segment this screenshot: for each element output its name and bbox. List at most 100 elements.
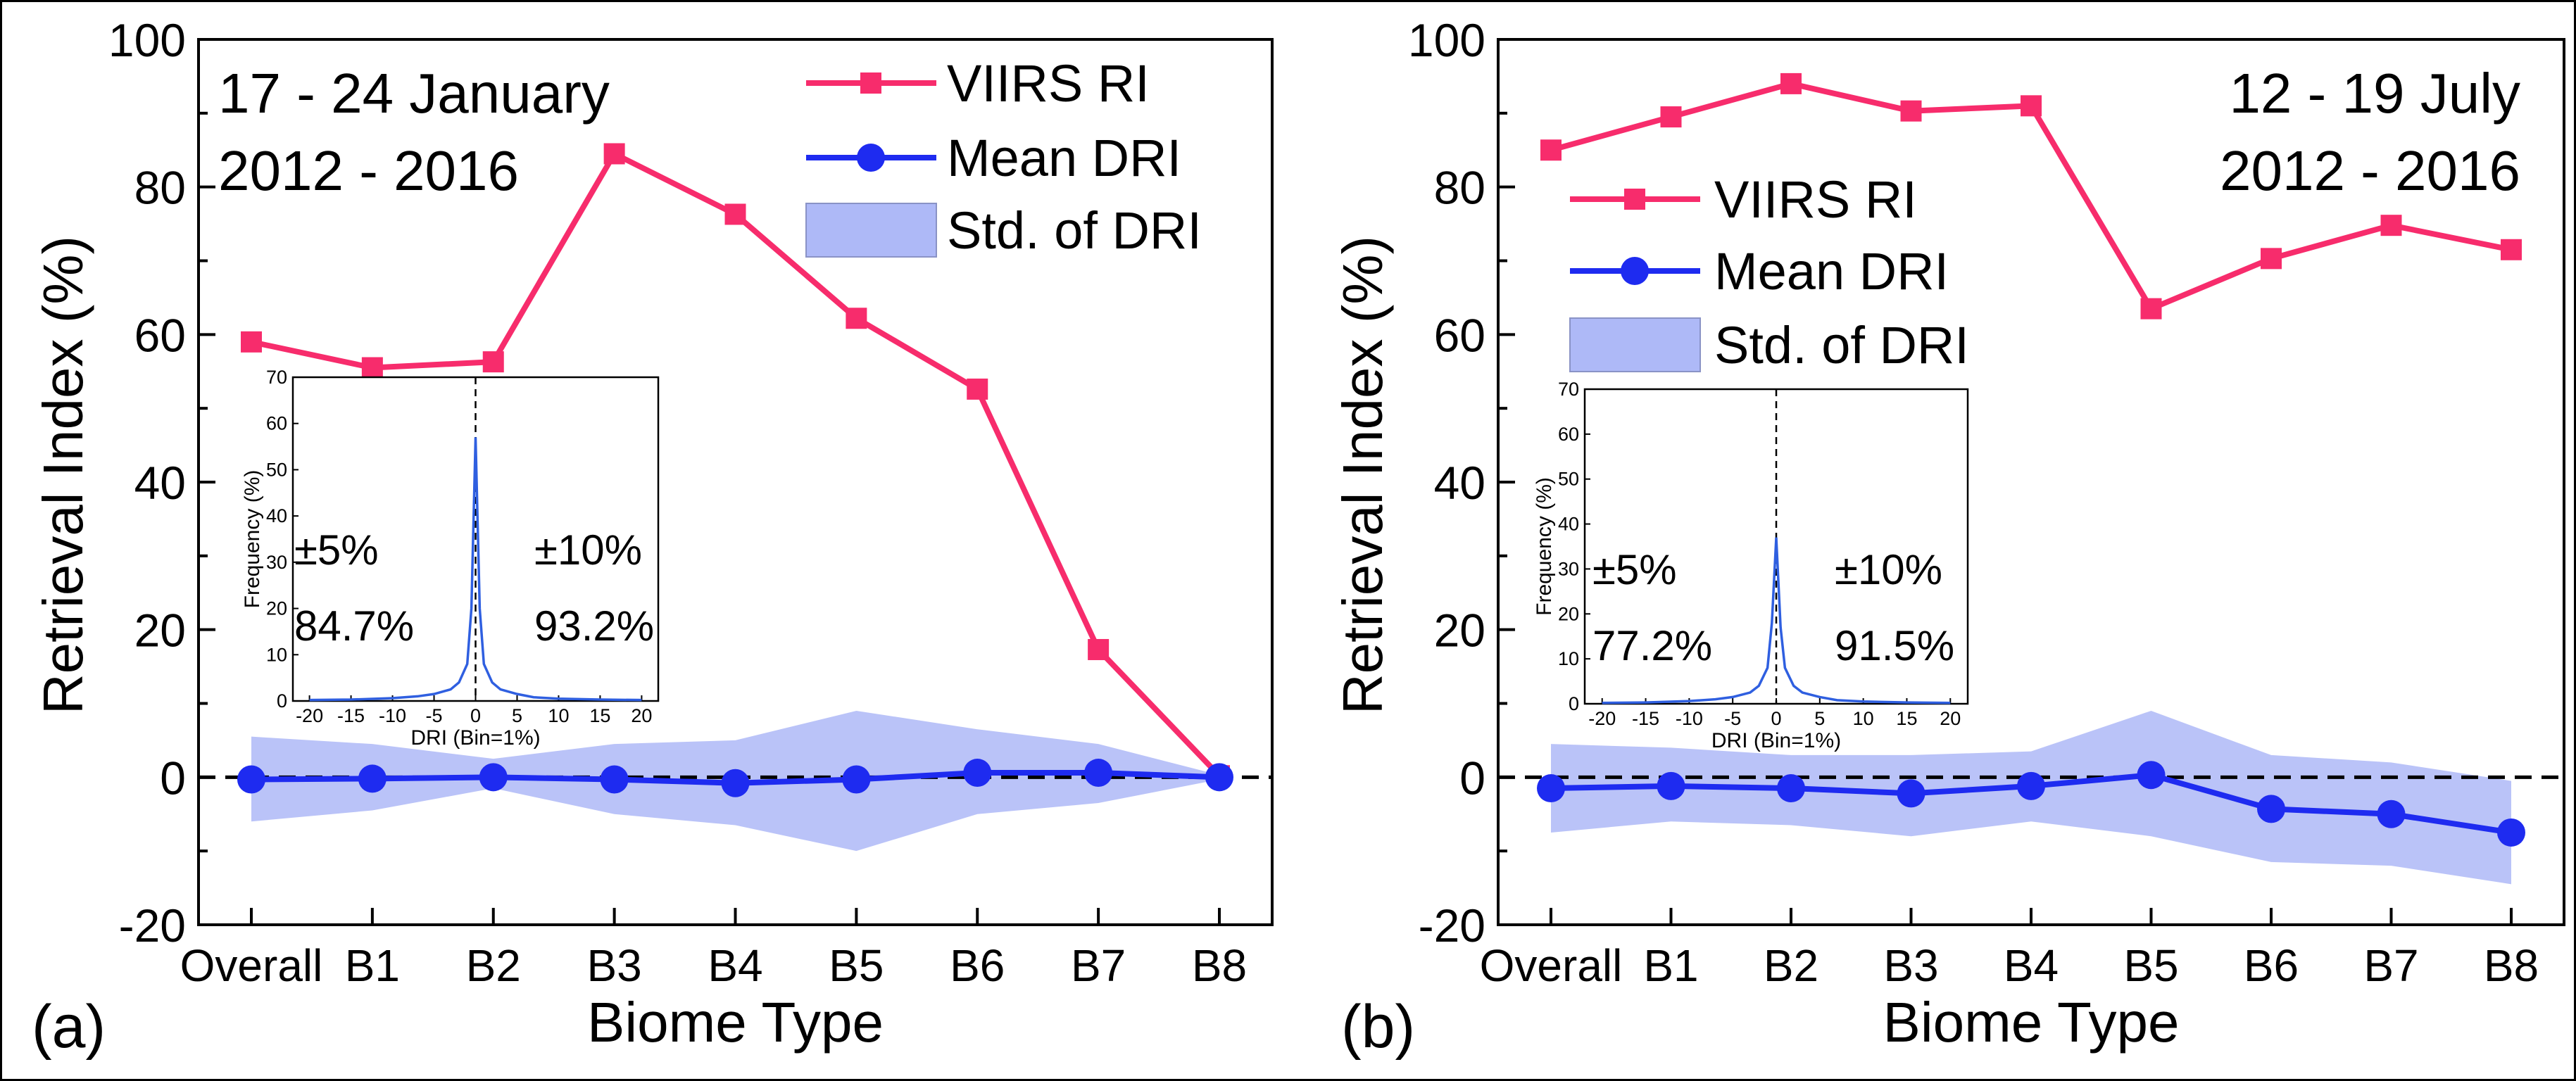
inset-y-tick-label: 40 xyxy=(1558,514,1579,535)
inset-y-tick-label: 10 xyxy=(1558,648,1579,669)
x-tick-label: B6 xyxy=(950,940,1005,991)
mean-dri-point xyxy=(1205,763,1233,792)
mean-dri-point xyxy=(358,764,387,793)
inset-y-axis-title: Frequency (%) xyxy=(241,470,264,609)
y-tick-label: 20 xyxy=(134,605,186,657)
x-axis-title: Biome Type xyxy=(1883,991,2180,1054)
legend-label-mean-dri: Mean DRI xyxy=(1714,242,1949,301)
inset-x-tick-label: 5 xyxy=(512,705,522,726)
x-tick-label: B1 xyxy=(1643,940,1698,991)
x-tick-label: B5 xyxy=(2123,940,2178,991)
inset-y-tick-label: 50 xyxy=(266,459,287,480)
inset-x-tick-label: 10 xyxy=(548,705,569,726)
mean-dri-point xyxy=(2017,771,2045,800)
inset-label-5pct: ±5% xyxy=(1592,546,1677,593)
mean-dri-point xyxy=(2257,795,2285,823)
viirs-ri-point xyxy=(1900,100,1922,122)
inset-distribution-line xyxy=(309,437,642,702)
inset-y-tick-label: 70 xyxy=(266,367,287,388)
legend-swatch-std xyxy=(805,203,937,258)
inset-histogram: 0 10 20 30 40 50 60 70 -20 -15 -10 -5 0 5 10 15 20 DRI (B… xyxy=(241,367,660,750)
legend-marker-mean-dri xyxy=(1621,257,1649,285)
inset-value-10pct: 93.2% xyxy=(534,602,654,650)
inset-x-tick-label: 15 xyxy=(1896,708,1917,729)
mean-dri-point xyxy=(479,763,508,792)
inset-y-tick-label: 50 xyxy=(1558,469,1579,490)
x-tick-label: B6 xyxy=(2244,940,2299,991)
inset-y-tick-label: 20 xyxy=(1558,603,1579,624)
viirs-ri-point xyxy=(1540,139,1562,161)
viirs-ri-point xyxy=(2021,95,2042,117)
inset-y-tick-label: 60 xyxy=(266,413,287,434)
inset-x-tick-label: -15 xyxy=(337,705,365,726)
inset-x-tick-label: 0 xyxy=(470,705,481,726)
inset-x-tick-label: 20 xyxy=(1940,708,1961,729)
legend-swatch-std xyxy=(1569,317,1701,372)
y-tick-label: 40 xyxy=(134,457,186,509)
x-tick-label: B4 xyxy=(708,940,762,991)
x-tick-label: B7 xyxy=(1071,940,1126,991)
inset-y-tick-label: 30 xyxy=(266,552,287,573)
x-tick-label: B4 xyxy=(2004,940,2059,991)
y-tick-label: 0 xyxy=(160,752,186,804)
inset-y-axis-title: Frequency (%) xyxy=(1533,477,1556,616)
panel-title-years: 2012 - 2016 xyxy=(2220,139,2520,202)
y-tick-label: -20 xyxy=(119,899,186,952)
y-tick-label: 80 xyxy=(134,162,186,214)
legend-label-std: Std. of DRI xyxy=(947,201,1202,260)
inset-x-tick-label: -20 xyxy=(1588,708,1616,729)
y-tick-label: 40 xyxy=(1434,457,1485,509)
inset-y-tick-label: 0 xyxy=(1569,693,1579,714)
mean-dri-point xyxy=(1657,771,1685,800)
mean-dri-point xyxy=(600,765,629,794)
y-tick-label: 100 xyxy=(1408,14,1485,66)
panel-label: (a) xyxy=(32,993,106,1061)
mean-dri-point xyxy=(1777,774,1805,803)
x-tick-label: Overall xyxy=(1480,940,1623,991)
inset-value-5pct: 84.7% xyxy=(294,602,414,650)
x-axis-title: Biome Type xyxy=(587,991,884,1054)
panel-title-years: 2012 - 2016 xyxy=(218,139,519,202)
inset-x-tick-label: -10 xyxy=(379,705,406,726)
y-tick-label: 100 xyxy=(108,14,186,66)
inset-x-tick-label: -5 xyxy=(426,705,443,726)
mean-dri-point xyxy=(1537,774,1565,803)
x-tick-label: Overall xyxy=(180,940,323,991)
inset-x-tick-label: 5 xyxy=(1814,708,1825,729)
inset-y-tick-label: 20 xyxy=(266,598,287,619)
y-tick-label: 60 xyxy=(1434,309,1485,361)
x-tick-label: B7 xyxy=(2363,940,2418,991)
viirs-ri-point xyxy=(2261,248,2282,270)
mean-dri-point xyxy=(1084,759,1113,788)
legend-label-std: Std. of DRI xyxy=(1714,316,1969,374)
y-tick-label: -20 xyxy=(1419,899,1485,952)
viirs-ri-point xyxy=(1780,72,1802,94)
viirs-ri-point xyxy=(603,143,625,165)
inset-value-5pct: 77.2% xyxy=(1592,622,1712,669)
inset-y-tick-label: 0 xyxy=(277,690,287,712)
x-tick-label: B3 xyxy=(586,940,641,991)
y-tick-label: 80 xyxy=(1434,162,1485,214)
inset-distribution-line xyxy=(1602,537,1951,704)
viirs-ri-point xyxy=(846,308,867,329)
mean-dri-point xyxy=(2497,818,2525,847)
mean-dri-point xyxy=(237,765,265,794)
legend-label-viirs-ri: VIIRS RI xyxy=(1714,170,1917,229)
inset-x-tick-label: 10 xyxy=(1853,708,1874,729)
y-tick-label: 60 xyxy=(134,309,186,361)
legend-label-mean-dri: Mean DRI xyxy=(947,129,1181,187)
inset-x-axis-title: DRI (Bin=1%) xyxy=(1711,729,1841,752)
inset-value-10pct: 91.5% xyxy=(1835,622,1954,669)
inset-y-tick-label: 40 xyxy=(266,505,287,526)
viirs-ri-point xyxy=(2501,239,2522,260)
x-tick-label: B8 xyxy=(2484,940,2539,991)
inset-label-5pct: ±5% xyxy=(294,526,379,574)
inset-y-tick-label: 60 xyxy=(1558,424,1579,445)
inset-x-tick-label: -10 xyxy=(1676,708,1703,729)
inset-label-10pct: ±10% xyxy=(1835,546,1942,593)
inset-x-axis-title: DRI (Bin=1%) xyxy=(410,726,540,750)
viirs-ri-point xyxy=(241,331,262,353)
mean-dri-point xyxy=(721,769,750,797)
